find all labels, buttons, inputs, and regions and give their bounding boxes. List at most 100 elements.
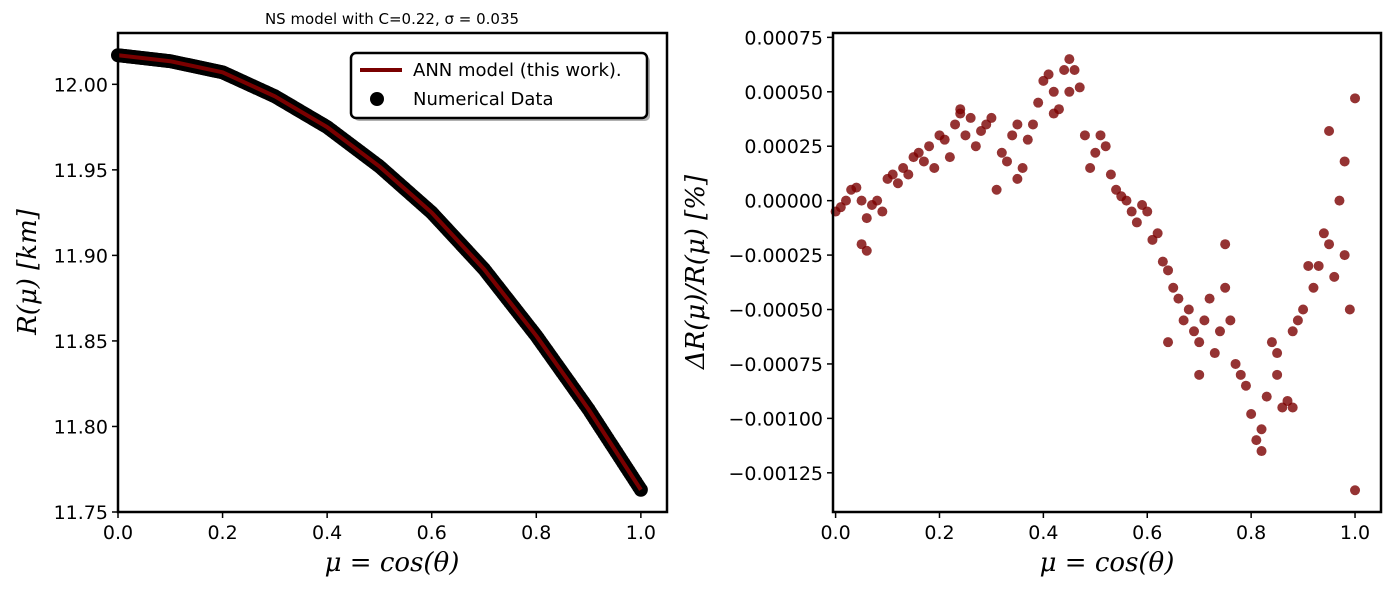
y-tick-label: 0.00075 <box>744 27 823 49</box>
residual-data-point <box>1256 446 1267 457</box>
residual-data-point <box>924 141 935 152</box>
legend-box <box>349 51 649 120</box>
right-y-axis-label: ΔR(μ)/R(μ) [%] <box>681 174 711 370</box>
residual-data-point <box>1173 293 1184 304</box>
residual-data-point <box>1350 485 1361 496</box>
legend-entry-ann-model: ANN model (this work). <box>413 60 622 81</box>
residual-data-point <box>1251 435 1262 446</box>
residual-data-point <box>1194 337 1205 348</box>
residual-data-point <box>887 169 898 180</box>
residual-data-point <box>1074 82 1085 93</box>
residual-data-point <box>970 141 981 152</box>
residual-data-point <box>1095 130 1106 141</box>
residual-data-point <box>1064 54 1075 65</box>
residual-data-point <box>1220 239 1231 250</box>
residual-data-point <box>1344 304 1355 315</box>
residual-data-point <box>996 147 1007 158</box>
residual-data-point <box>1246 409 1257 420</box>
right-axes-frame <box>831 31 1383 514</box>
residual-data-point <box>1292 315 1303 326</box>
x-tick-label: 0.8 <box>1236 522 1266 544</box>
residual-data-point <box>1303 260 1314 271</box>
right-chart: 0.0 0.2 0.4 0.6 0.8 1.0 −0.00125 −0.00100 −0.000… <box>681 27 1383 578</box>
residual-data-point <box>913 147 924 158</box>
x-tick-label: 0.6 <box>417 522 447 544</box>
residual-data-point <box>1002 156 1013 167</box>
residual-data-point <box>1350 93 1361 104</box>
residual-data-point <box>1339 156 1350 167</box>
residual-data-point <box>851 182 862 193</box>
y-tick-label: −0.00100 <box>729 408 824 430</box>
residual-data-point <box>1079 130 1090 141</box>
x-tick-label: 0.0 <box>103 522 133 544</box>
x-tick-label: 0.8 <box>521 522 551 544</box>
residual-data-point <box>1064 86 1075 97</box>
y-tick-label: 11.95 <box>54 160 108 182</box>
x-tick-label: 0.4 <box>1028 522 1058 544</box>
residual-data-point <box>1142 206 1153 217</box>
y-tick-label: −0.00075 <box>729 354 824 376</box>
residual-data-point <box>1308 282 1319 293</box>
residual-data-point <box>1048 108 1059 119</box>
residual-data-point <box>1131 217 1142 228</box>
x-tick-label: 0.6 <box>1132 522 1162 544</box>
x-tick-label: 0.4 <box>312 522 342 544</box>
left-chart-title: NS model with C=0.22, σ = 0.035 <box>265 10 519 28</box>
residual-data-point <box>1313 260 1324 271</box>
residual-data-point <box>1225 315 1236 326</box>
y-tick-label: 11.80 <box>54 416 108 438</box>
residual-data-point <box>1287 326 1298 337</box>
residual-data-point <box>1178 315 1189 326</box>
y-tick-label: −0.00050 <box>729 300 824 322</box>
residual-data-point <box>1339 250 1350 261</box>
left-tick-group: 0.0 0.2 0.4 0.6 0.8 1.0 11.75 11.80 11.85 11.90 11… <box>54 74 656 544</box>
residual-data-point <box>1163 265 1174 276</box>
y-tick-label: 11.85 <box>54 331 108 353</box>
residual-data-point <box>1220 282 1231 293</box>
residual-data-point <box>1012 173 1023 184</box>
residual-data-point <box>1214 326 1225 337</box>
y-tick-label: −0.00125 <box>729 463 824 485</box>
residual-data-point <box>1272 369 1283 380</box>
residual-data-point <box>1069 65 1080 76</box>
residual-data-point <box>856 195 867 206</box>
residual-data-point <box>1085 162 1096 173</box>
legend-marker-swatch <box>370 92 384 106</box>
residual-data-point <box>892 178 903 189</box>
residual-data-point <box>1272 348 1283 359</box>
residual-data-point <box>840 195 851 206</box>
residual-data-point <box>861 245 872 256</box>
residual-data-point <box>1059 65 1070 76</box>
y-tick-label: 0.00050 <box>744 82 823 104</box>
residual-data-point <box>939 134 950 145</box>
x-tick-label: 1.0 <box>626 522 656 544</box>
y-tick-label: 12.00 <box>54 74 108 96</box>
x-tick-label: 1.0 <box>1340 522 1370 544</box>
residual-data-point <box>929 162 940 173</box>
y-tick-label: 11.75 <box>54 502 108 524</box>
residual-data-point <box>986 112 997 123</box>
x-tick-label: 0.2 <box>924 522 954 544</box>
residual-data-point <box>1126 206 1137 217</box>
residual-data-point <box>1334 195 1345 206</box>
residual-data-point <box>1183 304 1194 315</box>
residual-data-point <box>1043 69 1054 80</box>
residual-data-point <box>1194 369 1205 380</box>
residual-data-point <box>1100 141 1111 152</box>
residual-data-point <box>918 156 929 167</box>
residual-data-point <box>1324 239 1335 250</box>
residual-data-point <box>1199 315 1210 326</box>
residual-data-point <box>877 206 888 217</box>
residual-data-point <box>1012 119 1023 130</box>
ann-model-line <box>117 53 643 491</box>
residual-data-point <box>1189 326 1200 337</box>
left-x-axis-label: μ = cos(θ) <box>325 548 460 578</box>
residual-data-point <box>872 195 883 206</box>
residual-data-point <box>1256 424 1267 435</box>
residual-data-point <box>1007 130 1018 141</box>
legend: ANN model (this work). Numerical Data <box>349 51 650 121</box>
y-tick-label: 11.90 <box>54 245 108 267</box>
y-tick-label: 0.00025 <box>744 136 823 158</box>
residual-data-point <box>1204 293 1215 304</box>
